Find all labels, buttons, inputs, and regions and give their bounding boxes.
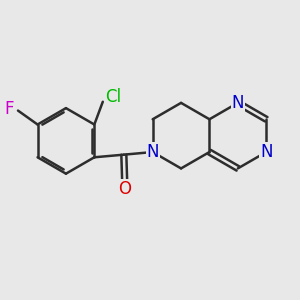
Text: Cl: Cl xyxy=(105,88,121,106)
Text: O: O xyxy=(118,180,131,198)
Text: F: F xyxy=(4,100,14,118)
Text: N: N xyxy=(260,143,272,161)
Text: N: N xyxy=(146,143,159,161)
Text: N: N xyxy=(232,94,244,112)
